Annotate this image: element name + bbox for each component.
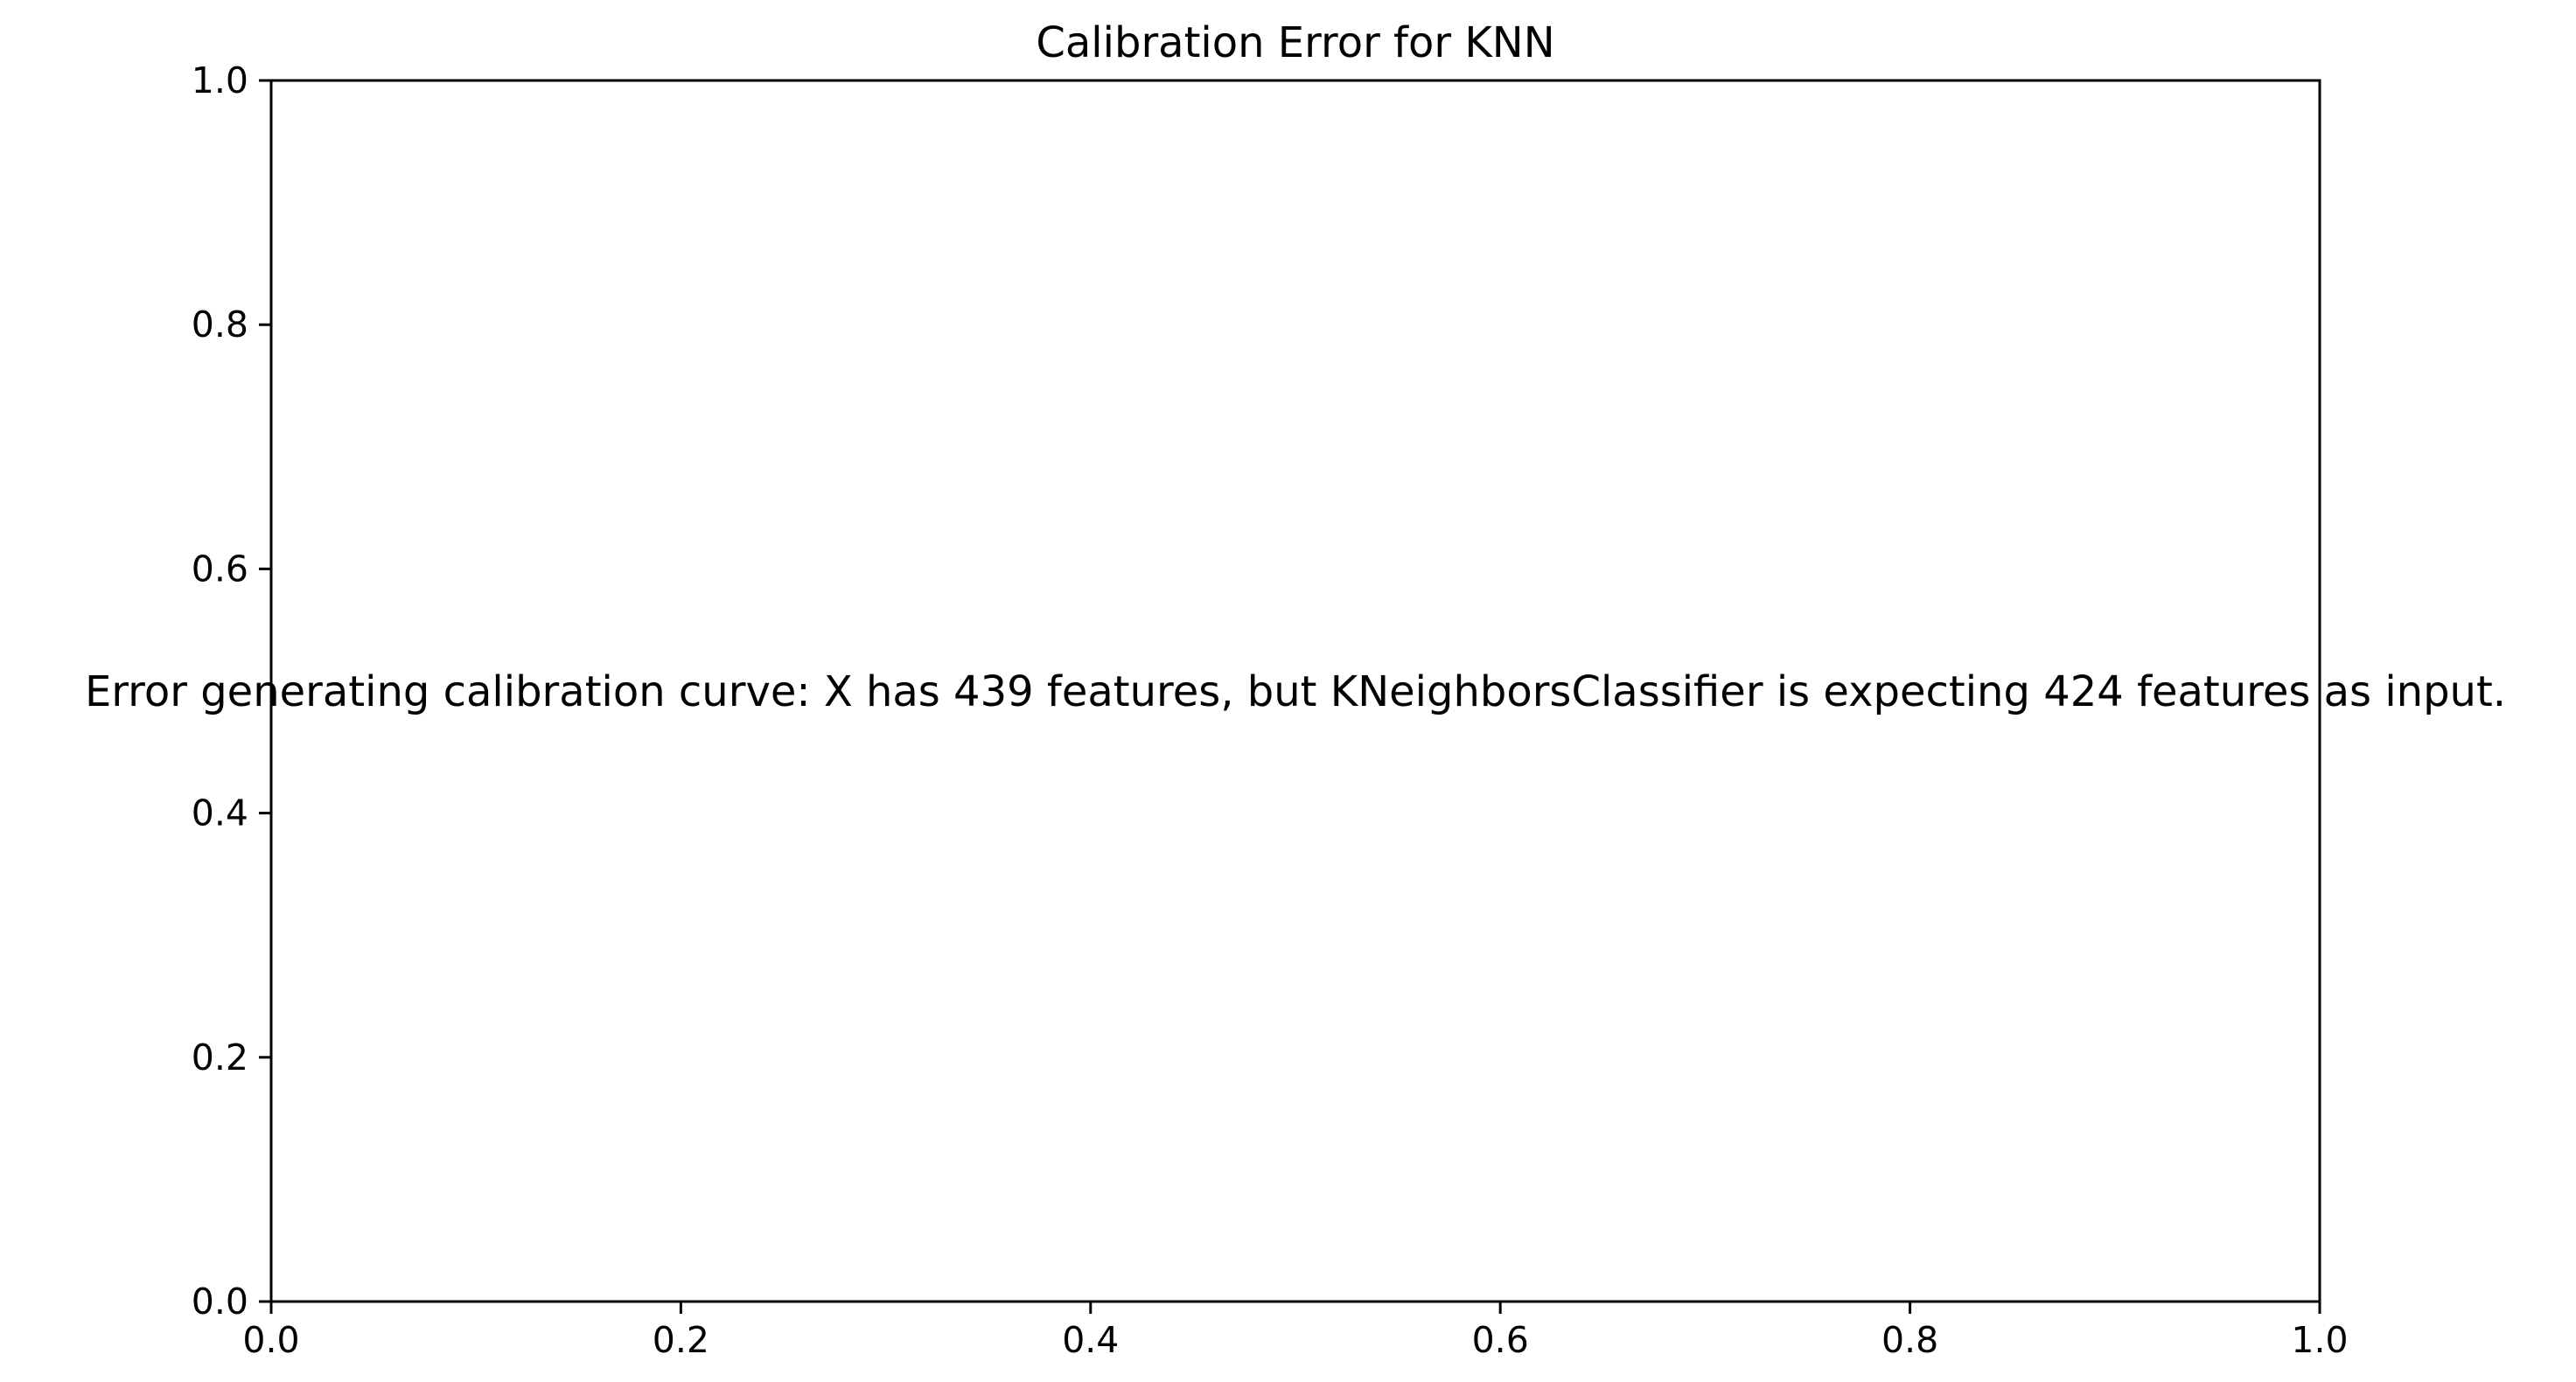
chart-title: Calibration Error for KNN — [1036, 18, 1554, 67]
x-tick-label: 0.4 — [1062, 1319, 1119, 1361]
y-tick-label: 0.8 — [192, 304, 248, 346]
y-tick-label: 0.0 — [192, 1281, 248, 1323]
x-tick-label: 0.0 — [242, 1319, 299, 1361]
y-tick-label: 0.4 — [192, 792, 248, 834]
y-axis: 0.0 0.2 0.4 0.6 0.8 1.0 — [192, 59, 271, 1323]
x-axis: 0.0 0.2 0.4 0.6 0.8 1.0 — [242, 1302, 2349, 1361]
plot-frame — [269, 79, 2321, 1303]
error-annotation: Error generating calibration curve: X ha… — [85, 667, 2506, 716]
x-tick-label: 0.6 — [1472, 1319, 1529, 1361]
x-tick-label: 0.8 — [1881, 1319, 1938, 1361]
x-tick-label: 1.0 — [2291, 1319, 2348, 1361]
x-tick-label: 0.2 — [653, 1319, 709, 1361]
y-tick-label: 0.6 — [192, 548, 248, 590]
y-tick-label: 1.0 — [192, 59, 248, 101]
y-tick-label: 0.2 — [192, 1036, 248, 1078]
